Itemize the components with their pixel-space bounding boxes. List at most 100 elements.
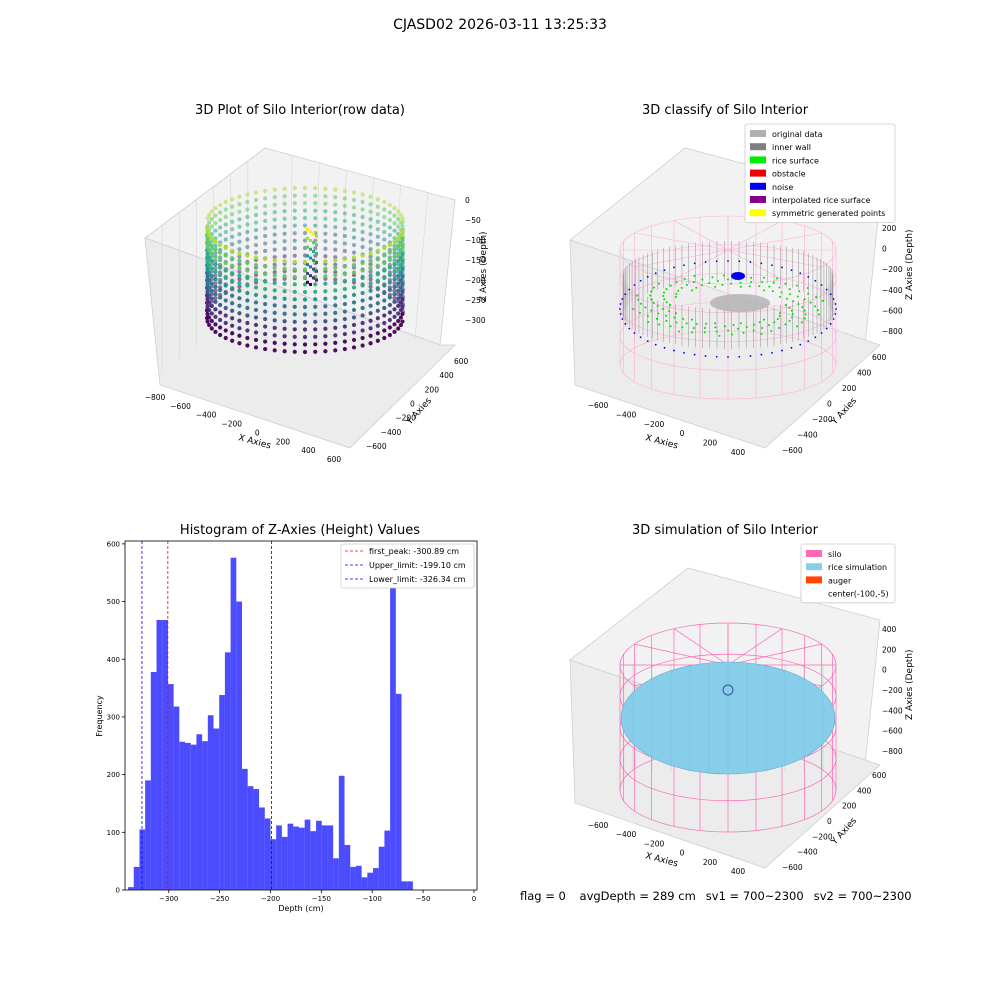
raw-data-point	[323, 216, 328, 221]
raw-data-point	[205, 281, 210, 287]
raw-x-tick: −600	[170, 402, 191, 411]
raw-data-point	[392, 262, 397, 267]
raw-data-point	[398, 307, 403, 313]
raw-data-point	[253, 235, 259, 240]
raw-data-point	[237, 217, 242, 222]
raw-data-point	[342, 279, 347, 284]
raw-data-point	[375, 301, 380, 306]
raw-data-point	[218, 257, 223, 263]
classify-noise-point	[834, 313, 837, 315]
raw-data-point	[223, 313, 228, 318]
classify-y-tick: 0	[827, 400, 832, 409]
classify-rice-point	[731, 333, 734, 336]
raw-data-point	[398, 240, 403, 245]
classify-rice-point	[658, 323, 661, 326]
raw-data-point	[223, 214, 228, 220]
classify-noise-point	[633, 284, 636, 286]
histogram-ytick-label: 200	[107, 771, 120, 779]
raw-data-point	[368, 217, 373, 222]
raw-data-point	[333, 273, 338, 278]
simulation-legend-label: silo	[828, 550, 842, 559]
raw-data-point	[230, 316, 235, 321]
raw-data-point	[360, 283, 365, 288]
classify-noise-point	[715, 260, 718, 263]
histogram-bar	[316, 820, 322, 890]
raw-data-point	[360, 192, 365, 197]
classify-rice-point	[669, 284, 672, 287]
classify-noise-point	[693, 353, 696, 356]
classify-rice-point	[773, 321, 776, 324]
raw-data-point	[375, 234, 380, 239]
histogram-bar	[395, 693, 402, 890]
raw-data-point	[309, 265, 312, 269]
raw-data-point	[282, 341, 287, 346]
raw-data-point	[237, 288, 242, 293]
raw-data-point	[342, 264, 347, 269]
raw-data-point	[223, 320, 228, 326]
raw-data-point	[360, 298, 365, 303]
classify-noise-point	[807, 340, 810, 343]
raw-data-point	[375, 242, 380, 247]
raw-data-point	[218, 317, 223, 323]
raw-data-point	[342, 218, 347, 224]
classify-rice-point	[727, 329, 729, 332]
classify-rice-point	[790, 316, 793, 319]
histogram-bar	[361, 877, 368, 890]
raw-data-point	[382, 229, 387, 235]
raw-data-point	[263, 264, 268, 269]
classify-rice-point	[657, 312, 660, 315]
raw-data-point	[313, 327, 318, 332]
raw-data-point	[213, 239, 218, 244]
raw-data-point	[253, 345, 259, 350]
raw-data-point	[230, 263, 235, 268]
classify-noise-point	[639, 336, 642, 339]
raw-data-point	[207, 240, 212, 245]
raw-data-point	[207, 270, 212, 275]
classify-y-tick: 200	[842, 384, 857, 393]
raw-data-point	[292, 319, 297, 324]
classify-legend-label: inner wall	[772, 143, 811, 152]
simulation-z-tick: −800	[882, 747, 903, 756]
classify-rice-point	[685, 283, 688, 286]
raw-data-point	[333, 217, 338, 222]
raw-data-point	[375, 293, 380, 298]
raw-data-point	[333, 247, 338, 252]
raw-data-point	[309, 230, 312, 234]
classify-wire-spoke	[673, 220, 729, 251]
raw-data-point	[396, 243, 401, 249]
raw-data-point	[368, 281, 373, 286]
raw-data-point	[245, 275, 250, 281]
raw-data-point	[223, 305, 228, 311]
raw-data-point	[315, 234, 318, 238]
histogram-bar	[264, 818, 271, 890]
histogram-bar	[202, 741, 208, 890]
simulation-x-tick: 200	[703, 858, 718, 867]
raw-data-point	[207, 212, 212, 218]
raw-data-point	[400, 223, 405, 229]
raw-data-point	[263, 196, 268, 201]
raw-data-point	[333, 195, 338, 200]
raw-data-point	[272, 340, 277, 345]
classify-noise-point	[621, 298, 624, 300]
raw-data-point	[360, 313, 365, 318]
raw-data-point	[382, 237, 387, 242]
raw-data-point	[245, 320, 250, 326]
raw-data-point	[213, 292, 218, 297]
histogram-ylabel: Frequency	[95, 695, 104, 737]
raw-data-point	[342, 241, 347, 246]
classify-rice-point	[788, 293, 791, 296]
raw-data-point	[375, 316, 380, 321]
raw-data-point	[218, 225, 223, 230]
raw-data-point	[282, 201, 287, 206]
raw-data-point	[205, 304, 210, 309]
raw-data-point	[333, 270, 338, 275]
raw-data-point	[392, 251, 397, 256]
raw-data-point	[272, 288, 277, 293]
raw-data-point	[282, 194, 287, 199]
classify-rice-point	[680, 286, 683, 289]
classify-rice-point	[795, 284, 798, 287]
histogram-ytick-label: 600	[107, 540, 120, 548]
classify-rice-point	[780, 291, 783, 294]
raw-data-point	[292, 246, 297, 251]
